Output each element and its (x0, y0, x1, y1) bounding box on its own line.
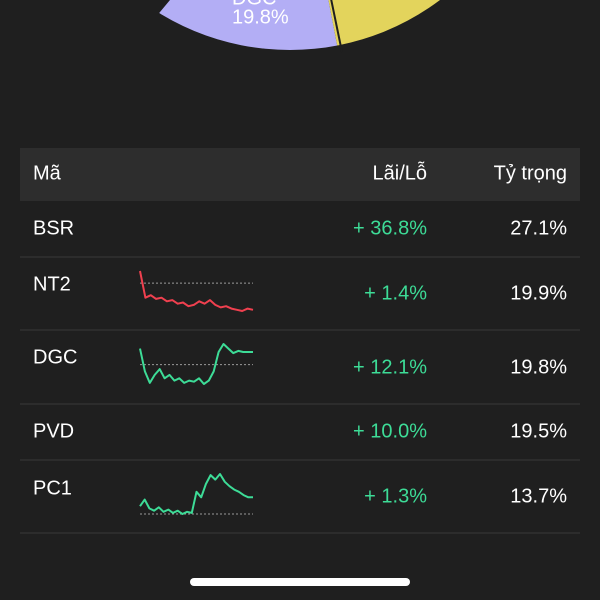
header-cell: Tỷ trọng (494, 162, 567, 184)
pie-label: DGC (232, 0, 276, 9)
profit-loss: + 10.0% (353, 420, 427, 442)
table-header (20, 148, 580, 201)
weight: 27.1% (510, 217, 567, 239)
header-cell: Lãi/Lỗ (373, 161, 428, 184)
weight: 19.8% (510, 356, 567, 378)
pie-value-label: 19.8% (232, 6, 289, 28)
table-body: BSR + 36.8% 27.1% NT2 + 1.4% 19.9% DGC + 12.1% 1… (20, 217, 580, 534)
weight: 19.9% (510, 282, 567, 304)
stock-code: PVD (33, 420, 74, 442)
stock-code: BSR (33, 217, 74, 239)
weight: 13.7% (510, 485, 567, 507)
stock-code: NT2 (33, 273, 71, 295)
profit-loss: + 36.8% (353, 217, 427, 239)
profit-loss: + 1.4% (364, 282, 427, 304)
pie-slice (120, 0, 340, 50)
profit-loss: + 12.1% (353, 356, 427, 378)
weight: 19.5% (510, 420, 567, 442)
sparkline (139, 343, 253, 385)
pie-chart (120, 0, 540, 50)
stock-code: DGC (33, 346, 77, 368)
home-indicator (190, 578, 410, 586)
sparkline (139, 270, 254, 312)
header-cell: Mã (33, 162, 62, 184)
profit-loss: + 1.3% (364, 485, 427, 507)
pie-divider (330, 0, 343, 53)
stock-code: PC1 (33, 477, 72, 499)
sparkline (139, 473, 253, 515)
